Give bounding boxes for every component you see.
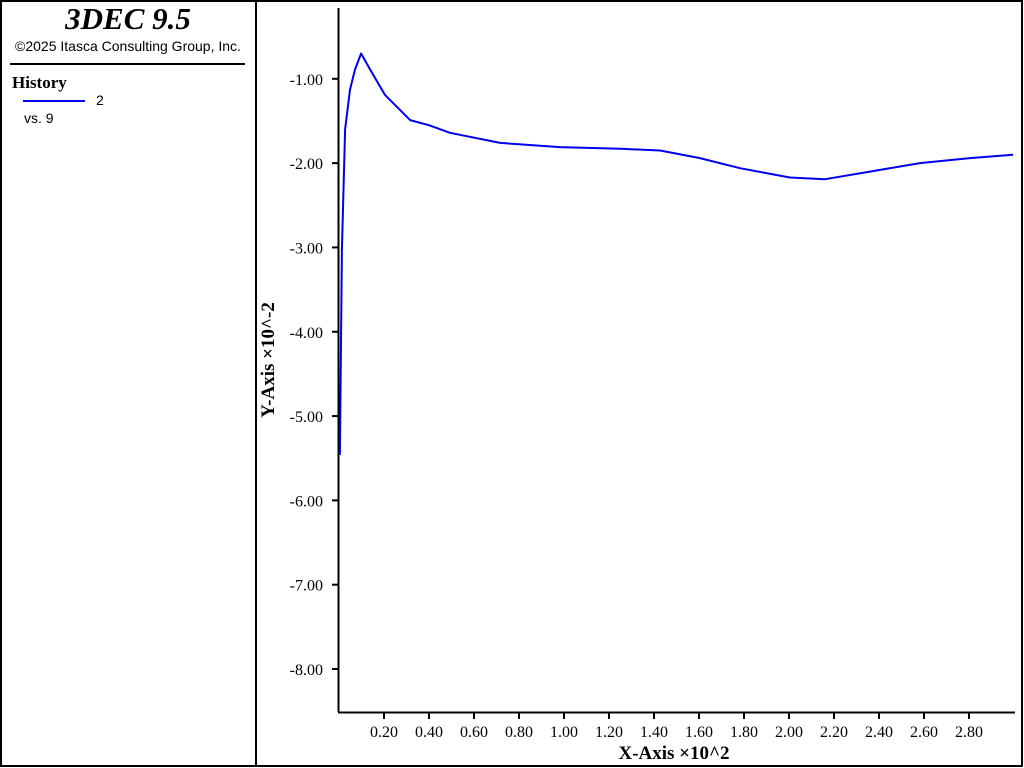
legend-label: 2 — [96, 92, 104, 108]
x-axis-title: X-Axis ×10^2 — [618, 743, 729, 764]
legend-title: History — [12, 73, 67, 92]
x-tick-label: 2.60 — [910, 724, 938, 741]
x-tick-label: 1.80 — [730, 724, 758, 741]
y-tick-label: -3.00 — [290, 240, 323, 257]
x-tick-label: 2.80 — [955, 724, 983, 741]
series-line — [338, 52, 1014, 455]
chart-subtitle: ©2025 Itasca Consulting Group, Inc. — [15, 38, 241, 54]
x-tick-label: 1.60 — [685, 724, 713, 741]
x-tick-label: 1.40 — [640, 724, 668, 741]
y-tick-label: -4.00 — [290, 325, 323, 342]
y-tick-label: -2.00 — [290, 156, 323, 173]
y-axis-title: Y-Axis ×10^-2 — [258, 302, 279, 418]
y-tick-label: -5.00 — [290, 409, 323, 426]
x-tick-label: 2.40 — [865, 724, 893, 741]
x-tick-label: 2.00 — [775, 724, 803, 741]
y-tick-label: -8.00 — [290, 662, 323, 679]
chart-title: 3DEC 9.5 — [64, 1, 191, 36]
y-tick-label: -1.00 — [290, 72, 323, 89]
x-tick-label: 0.40 — [415, 724, 443, 741]
y-tick-label: -6.00 — [290, 493, 323, 510]
x-tick-label: 0.60 — [460, 724, 488, 741]
x-tick-label: 1.20 — [595, 724, 623, 741]
x-tick-label: 0.20 — [370, 724, 398, 741]
y-tick-label: -7.00 — [290, 578, 323, 595]
legend-note: vs. 9 — [24, 110, 54, 126]
x-tick-label: 0.80 — [505, 724, 533, 741]
x-tick-label: 1.00 — [550, 724, 578, 741]
x-tick-label: 2.20 — [820, 724, 848, 741]
